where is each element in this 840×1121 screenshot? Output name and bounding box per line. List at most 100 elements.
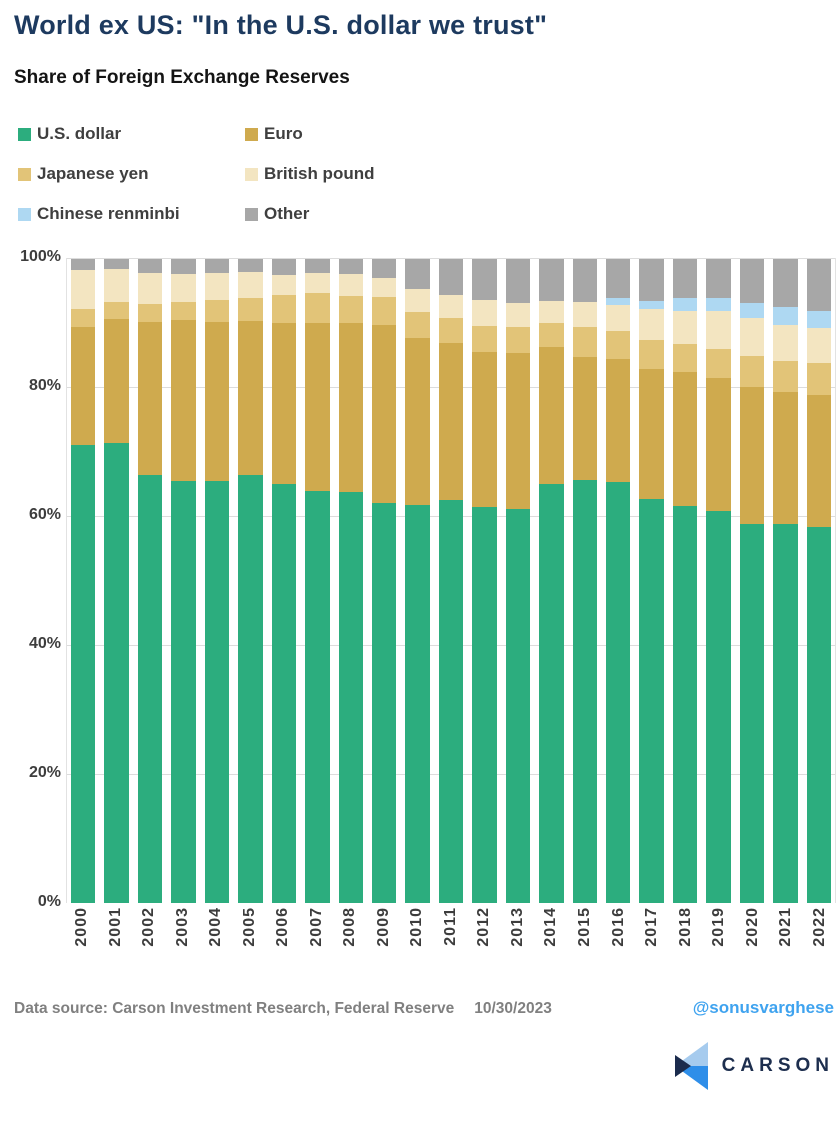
bar-segment xyxy=(806,363,832,395)
x-tick-label: 2005 xyxy=(240,907,258,947)
legend-label: Chinese renminbi xyxy=(37,204,180,223)
bar-segment xyxy=(572,302,597,327)
bar-segment xyxy=(238,297,263,321)
bar-segment xyxy=(438,295,464,319)
bar-segment xyxy=(271,484,297,903)
stacked-bar-2010 xyxy=(405,259,430,903)
bar-segment xyxy=(71,269,96,310)
bar-segment xyxy=(672,259,698,299)
bar-segment xyxy=(104,442,129,903)
bar-segment xyxy=(305,272,330,294)
bar-segment xyxy=(405,505,430,903)
bar-segment xyxy=(739,259,765,303)
bar-segment xyxy=(739,356,765,387)
x-axis-labels: 2000 2001 2002 2003 2004 2005 2006 2007 2008 2009… xyxy=(66,907,836,982)
bar-segment xyxy=(171,302,196,321)
stacked-bar-2005 xyxy=(238,259,263,903)
bar-segment xyxy=(71,445,96,903)
bar-segment xyxy=(539,259,564,301)
bar-segment xyxy=(606,305,631,332)
bar-segment xyxy=(806,327,832,364)
bar-segment xyxy=(405,312,430,338)
bar-segment xyxy=(606,358,631,482)
x-tick-label: 2015 xyxy=(575,907,593,947)
x-tick-label: 2009 xyxy=(374,907,392,947)
bar-segment xyxy=(773,391,798,525)
legend: U.S. dollar Euro Japanese yen British pound… xyxy=(18,124,505,224)
twitter-handle-link[interactable]: @sonusvarghese xyxy=(692,998,834,1017)
stacked-bar-2018 xyxy=(672,259,698,903)
stacked-bar-2007 xyxy=(305,259,330,903)
bar-segment xyxy=(639,369,664,500)
bar-segment xyxy=(137,304,163,323)
bar-segment xyxy=(104,301,129,319)
x-tick-label: 2000 xyxy=(73,907,91,947)
bar-segment xyxy=(204,481,230,903)
bar-segment xyxy=(773,307,798,326)
stacked-bar-2011 xyxy=(438,259,464,903)
legend-label: Euro xyxy=(264,124,303,143)
bar-segment xyxy=(672,310,698,345)
bar-segment xyxy=(539,323,564,348)
bar-segment xyxy=(305,259,330,273)
stacked-bar-2015 xyxy=(572,259,597,903)
stacked-bar-2013 xyxy=(505,259,531,903)
bar-segment xyxy=(806,394,832,527)
bar-segment xyxy=(137,474,163,903)
bar-segment xyxy=(371,259,397,279)
carson-wordmark: CARSON xyxy=(721,1055,834,1076)
bar-segment xyxy=(238,271,263,298)
bar-segment xyxy=(71,259,96,270)
bar-segment xyxy=(639,300,664,309)
bar-segment xyxy=(672,505,698,903)
legend-swatch-icon xyxy=(18,167,31,181)
bar-segment xyxy=(706,510,731,903)
stacked-bar-2006 xyxy=(271,259,297,903)
stacked-bar-2009 xyxy=(371,259,397,903)
bar-segment xyxy=(606,259,631,299)
bar-segment xyxy=(104,259,129,270)
bar-segment xyxy=(71,309,96,328)
bar-segment xyxy=(338,323,363,493)
bar-segment xyxy=(672,298,698,311)
bar-segment xyxy=(572,326,597,357)
bar-segment xyxy=(338,296,363,324)
stacked-bar-2002 xyxy=(137,259,163,903)
bar-segment xyxy=(672,372,698,506)
stacked-bar-2019 xyxy=(706,259,731,903)
x-tick-label: 2018 xyxy=(676,907,694,947)
legend-swatch-icon xyxy=(245,207,258,221)
stacked-bar-2003 xyxy=(171,259,196,903)
bar-segment xyxy=(204,300,230,323)
carson-chevron-icon xyxy=(674,1042,708,1090)
stacked-bar-2001 xyxy=(104,259,129,903)
bar-segment xyxy=(773,259,798,308)
x-tick-label: 2010 xyxy=(408,907,426,947)
carson-logo: CARSON xyxy=(674,1042,834,1090)
bar-segment xyxy=(505,259,531,303)
bar-segment xyxy=(438,499,464,903)
bar-segment xyxy=(639,308,664,341)
bar-segment xyxy=(137,322,163,475)
x-tick-label: 2002 xyxy=(140,907,158,947)
y-tick-label: 100% xyxy=(20,248,61,265)
x-tick-label: 2011 xyxy=(441,907,459,946)
footer: Data source: Carson Investment Research,… xyxy=(14,998,834,1018)
legend-item: Euro xyxy=(245,124,505,144)
x-tick-label: 2008 xyxy=(341,907,359,947)
bar-segment xyxy=(505,302,531,328)
bar-segment xyxy=(405,288,430,313)
stacked-bar-2008 xyxy=(338,259,363,903)
bar-segment xyxy=(271,275,297,296)
bar-segment xyxy=(773,360,798,392)
legend-item: Other xyxy=(245,204,505,224)
bar-segment xyxy=(405,259,430,289)
bar-segment xyxy=(572,479,597,903)
bar-segment xyxy=(238,320,263,475)
bar-segment xyxy=(806,310,832,328)
bar-segment xyxy=(472,351,497,507)
bar-segment xyxy=(71,327,96,446)
bar-segment xyxy=(371,278,397,298)
bar-segment xyxy=(572,356,597,480)
bar-segment xyxy=(438,259,464,296)
